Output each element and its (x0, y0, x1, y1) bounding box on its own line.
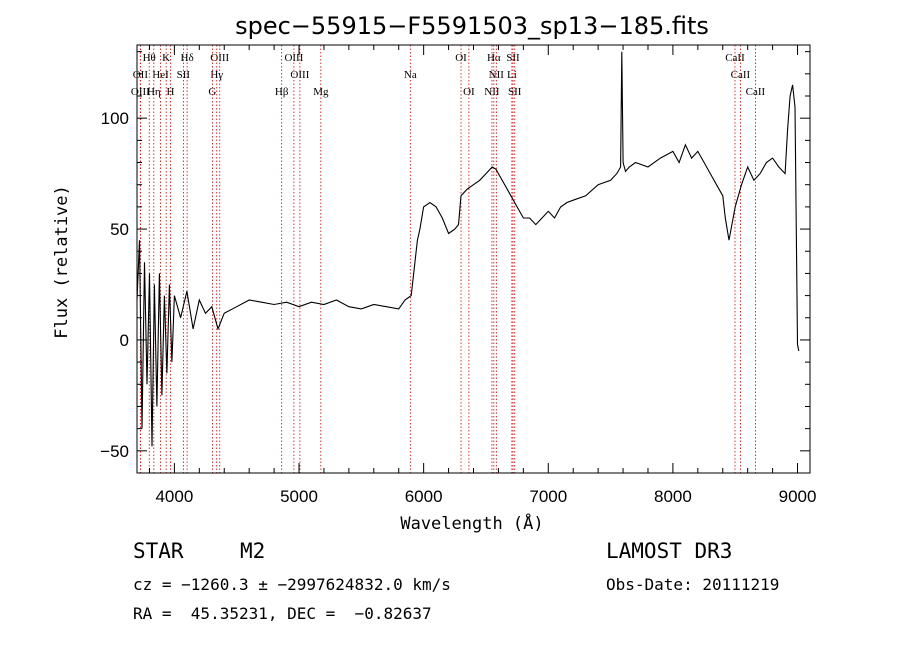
coordinates-text: RA = 45.35231, DEC = −0.82637 (133, 604, 432, 623)
obs-date-text: Obs-Date: 20111219 (606, 575, 780, 594)
line-label-23: Mg (313, 86, 329, 98)
line-label-18: OIII (131, 86, 150, 98)
line-label-10: HeI (152, 69, 169, 81)
line-label-14: Na (404, 69, 417, 81)
line-label-11: SII (177, 69, 191, 81)
line-label-13: OIII (290, 69, 309, 81)
line-label-27: CaII (746, 86, 766, 98)
chart-title: spec−55915−F5591503_sp13−185.fits (235, 12, 709, 40)
line-label-6: Hα (487, 52, 501, 64)
y-tick-label-50: 50 (110, 220, 129, 239)
line-label-25: NII (484, 86, 500, 98)
line-label-0: Hθ (143, 52, 156, 64)
x-tick-label-7000: 7000 (529, 487, 567, 506)
x-tick-label-6000: 6000 (405, 487, 443, 506)
y-axis-label: Flux (relative) (52, 185, 72, 339)
plot-frame (136, 44, 811, 474)
line-label-2: Hδ (181, 52, 194, 64)
line-label-21: G (208, 86, 216, 98)
spectrum-series-line (136, 51, 800, 447)
line-label-1: K (162, 52, 170, 64)
line-label-17: CaII (731, 69, 751, 81)
line-label-16: Li (507, 69, 517, 81)
line-label-26: SII (508, 86, 522, 98)
x-axis-label: Wavelength (Å) (400, 512, 543, 534)
y-tick-label-0: 0 (120, 331, 129, 350)
line-label-4: OIII (284, 52, 303, 64)
line-label-20: H (167, 86, 175, 98)
x-tick-label-5000: 5000 (280, 487, 318, 506)
line-label-12: Hγ (210, 69, 223, 81)
line-label-19: Hη (147, 86, 161, 98)
line-label-8: CaII (725, 52, 745, 64)
survey-label: LAMOST DR3 (606, 539, 733, 563)
line-label-15: NII (489, 69, 505, 81)
line-label-3: OIII (210, 52, 229, 64)
line-label-24: OI (463, 86, 475, 98)
x-tick-label-8000: 8000 (654, 487, 692, 506)
y-tick-label-100: 100 (101, 109, 129, 128)
subclass-label: M2 (240, 539, 266, 563)
redshift-text: cz = −1260.3 ± −2997624832.0 km/s (133, 575, 451, 594)
x-tick-label-4000: 4000 (155, 487, 193, 506)
line-label-5: OI (455, 52, 467, 64)
line-label-22: Hβ (275, 86, 289, 98)
classification-label: STAR (133, 539, 184, 563)
axis-ticks: 4000 5000 6000 7000 8000 9000 −50 0 50 100 (100, 45, 816, 506)
line-label-7: SII (506, 52, 520, 64)
x-tick-label-9000: 9000 (779, 487, 817, 506)
y-tick-label--50: −50 (100, 442, 129, 461)
